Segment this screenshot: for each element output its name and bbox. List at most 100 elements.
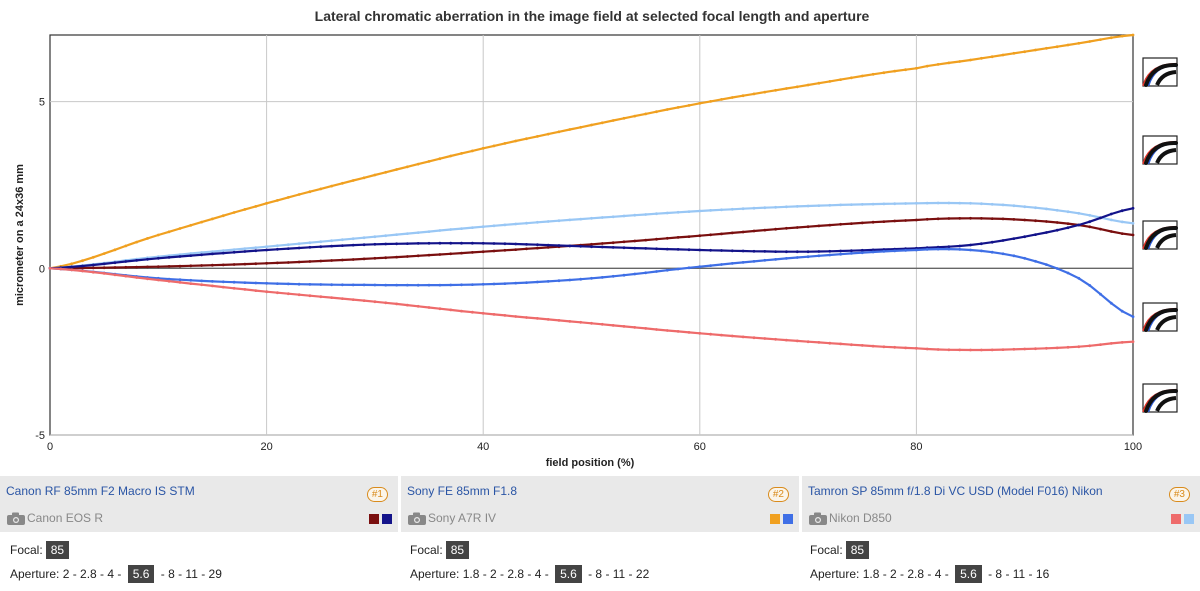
series-point xyxy=(449,283,453,287)
series-point xyxy=(600,245,604,249)
plot-frame xyxy=(49,34,1134,436)
series-point xyxy=(655,110,658,114)
lens-name-link[interactable]: Canon RF 85mm F2 Macro IS STM xyxy=(6,484,195,498)
series-point xyxy=(817,254,821,258)
series-point xyxy=(904,346,907,350)
series-point xyxy=(579,217,583,221)
series-point xyxy=(568,278,572,282)
series-point xyxy=(871,250,875,254)
series-point xyxy=(730,207,734,211)
series-point xyxy=(102,252,106,256)
series-point xyxy=(741,335,745,339)
series-point xyxy=(373,173,377,177)
series-point xyxy=(741,249,745,253)
series-point xyxy=(720,249,723,252)
series-point xyxy=(687,104,691,107)
series-point xyxy=(817,224,821,228)
series-point xyxy=(774,205,777,209)
x-tick-label: 80 xyxy=(910,441,922,453)
aperture-options-after[interactable]: - 8 - 11 - 16 xyxy=(984,567,1050,581)
series-point xyxy=(871,202,875,206)
series-point xyxy=(806,204,810,208)
series-point xyxy=(1109,342,1113,345)
series-point xyxy=(1109,212,1113,216)
settings-column-2: Focal: 85 Aperture: 1.8 - 2 - 2.8 - 4 - 5… xyxy=(400,532,800,591)
aperture-selected[interactable]: 5.6 xyxy=(127,565,155,583)
series-point xyxy=(1099,292,1102,296)
series-point xyxy=(91,266,95,270)
series-point xyxy=(395,233,398,237)
series-point xyxy=(221,249,225,253)
series-point xyxy=(156,278,160,282)
series-point xyxy=(102,262,106,266)
lens-name-link[interactable]: Sony FE 85mm F1.8 xyxy=(407,484,518,498)
series-point xyxy=(644,271,648,275)
series-point xyxy=(1012,254,1016,258)
series-point xyxy=(655,270,658,273)
series-point xyxy=(351,179,355,182)
series-point xyxy=(730,231,734,235)
aperture-options-before[interactable]: 1.8 - 2 - 2.8 - 4 - xyxy=(862,567,953,581)
series-point xyxy=(1066,210,1070,214)
series-point xyxy=(546,220,550,223)
series-point xyxy=(828,80,832,83)
series-point xyxy=(936,348,940,351)
series-point xyxy=(795,339,799,343)
series-point xyxy=(763,258,767,262)
series-point xyxy=(1001,252,1005,256)
aperture-options-before[interactable]: 2 - 2.8 - 4 - xyxy=(62,567,125,581)
series-point xyxy=(1077,223,1081,227)
series-point xyxy=(568,244,572,248)
series-point xyxy=(1012,347,1016,351)
series-point xyxy=(297,260,301,264)
series-point xyxy=(492,224,496,228)
series-point xyxy=(330,259,333,262)
series-point xyxy=(850,252,853,255)
series-point xyxy=(1055,346,1059,350)
series-point xyxy=(297,193,301,196)
series-point xyxy=(362,257,366,261)
aperture-selected[interactable]: 5.6 xyxy=(955,565,982,583)
series-point xyxy=(200,279,204,283)
series-point xyxy=(1001,203,1005,207)
series-point xyxy=(839,203,842,207)
focal-value[interactable]: 85 xyxy=(45,541,70,559)
series-point xyxy=(925,248,929,251)
series-point xyxy=(893,219,897,223)
series-point xyxy=(362,283,366,287)
series-point xyxy=(167,277,171,281)
series-line xyxy=(49,201,1134,270)
aperture-options-after[interactable]: - 8 - 11 - 29 xyxy=(157,567,222,581)
series-point xyxy=(525,281,528,284)
series-point xyxy=(904,202,907,205)
focal-label: Focal: xyxy=(10,543,43,557)
series-point xyxy=(1120,220,1124,224)
focal-label: Focal: xyxy=(810,543,843,557)
series-point xyxy=(536,280,539,284)
series-point xyxy=(1055,208,1059,212)
series-point xyxy=(1077,41,1081,45)
focal-value[interactable]: 85 xyxy=(445,541,470,559)
series-point xyxy=(850,249,853,253)
aperture-selected[interactable]: 5.6 xyxy=(555,565,582,583)
aperture-options-after[interactable]: - 8 - 11 - 22 xyxy=(584,567,650,581)
series-point xyxy=(384,301,388,305)
series-point xyxy=(763,206,767,210)
focal-row: Focal: 85 xyxy=(10,541,72,559)
series-point xyxy=(676,106,680,109)
series-point xyxy=(795,250,799,254)
series-point xyxy=(243,208,247,211)
series-point xyxy=(774,227,777,231)
series-point xyxy=(525,316,528,319)
series-point xyxy=(286,292,290,296)
series-point xyxy=(211,217,214,221)
aperture-options-before[interactable]: 1.8 - 2 - 2.8 - 4 - xyxy=(462,567,553,581)
y-axis-label: micrometer on a 24x36 mm xyxy=(14,164,26,306)
series-point xyxy=(1055,228,1059,232)
series-point xyxy=(600,242,604,245)
series-point xyxy=(795,205,799,208)
series-point xyxy=(91,255,95,259)
focal-value[interactable]: 85 xyxy=(845,541,870,559)
series-point xyxy=(492,249,496,253)
lens-name-link[interactable]: Tamron SP 85mm f/1.8 Di VC USD (Model F0… xyxy=(808,484,1103,498)
